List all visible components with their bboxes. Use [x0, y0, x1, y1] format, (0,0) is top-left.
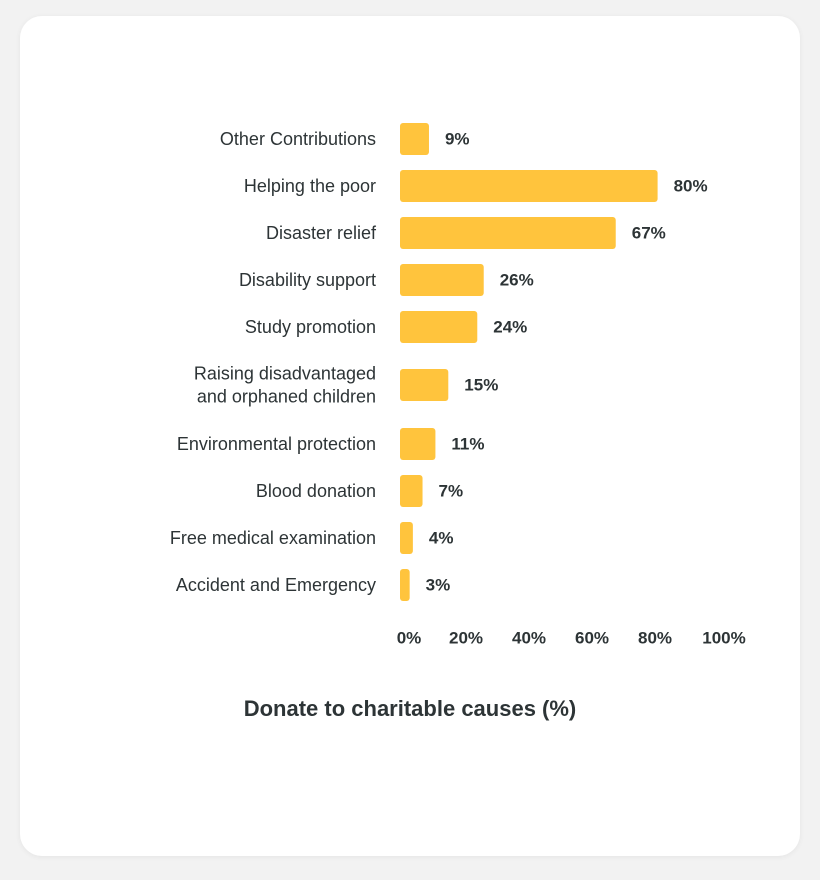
- bar-value-label: 7%: [439, 482, 464, 501]
- category-label: Other Contributions: [220, 129, 376, 149]
- category-label: Environmental protection: [177, 434, 376, 454]
- x-tick-label: 20%: [449, 629, 483, 648]
- category-label: Raising disadvantaged and orphaned childr…: [194, 364, 376, 407]
- x-tick-label: 60%: [575, 629, 609, 648]
- x-tick-label: 0%: [397, 629, 422, 648]
- x-tick-label: 100%: [702, 629, 745, 648]
- value-labels: 9% 80% 67% 26% 24% 15% 11% 7% 4% 3%: [426, 130, 708, 595]
- category-label: Disaster relief: [266, 223, 377, 243]
- x-axis-ticks: 0% 20% 40% 60% 80% 100%: [397, 629, 746, 648]
- bar: [400, 311, 478, 343]
- category-labels: Other Contributions Helping the poor Disas…: [170, 129, 377, 595]
- category-label: Blood donation: [256, 481, 376, 501]
- bars-group: [400, 123, 658, 601]
- bar: [400, 522, 413, 554]
- bar: [400, 264, 484, 296]
- bar-value-label: 11%: [451, 435, 484, 454]
- bar: [400, 369, 449, 401]
- bar: [400, 569, 410, 601]
- category-label: Free medical examination: [170, 528, 376, 548]
- bar-value-label: 67%: [632, 224, 666, 243]
- bar-value-label: 26%: [500, 271, 534, 290]
- bar: [400, 428, 436, 460]
- category-label: Disability support: [239, 270, 376, 290]
- bar-value-label: 3%: [426, 576, 451, 595]
- bar-value-label: 80%: [674, 177, 708, 196]
- category-label: Accident and Emergency: [176, 575, 376, 595]
- category-label: Helping the poor: [244, 176, 376, 196]
- bar: [400, 217, 616, 249]
- x-tick-label: 40%: [512, 629, 546, 648]
- bar: [400, 475, 423, 507]
- x-tick-label: 80%: [638, 629, 672, 648]
- chart-title: Donate to charitable causes (%): [243, 696, 577, 721]
- bar: [400, 123, 429, 155]
- bar-value-label: 15%: [464, 376, 498, 395]
- bar-value-label: 9%: [445, 130, 470, 149]
- bar-value-label: 4%: [429, 529, 454, 548]
- bar: [400, 170, 658, 202]
- bar-value-label: 24%: [493, 318, 527, 337]
- category-label: Study promotion: [245, 317, 376, 337]
